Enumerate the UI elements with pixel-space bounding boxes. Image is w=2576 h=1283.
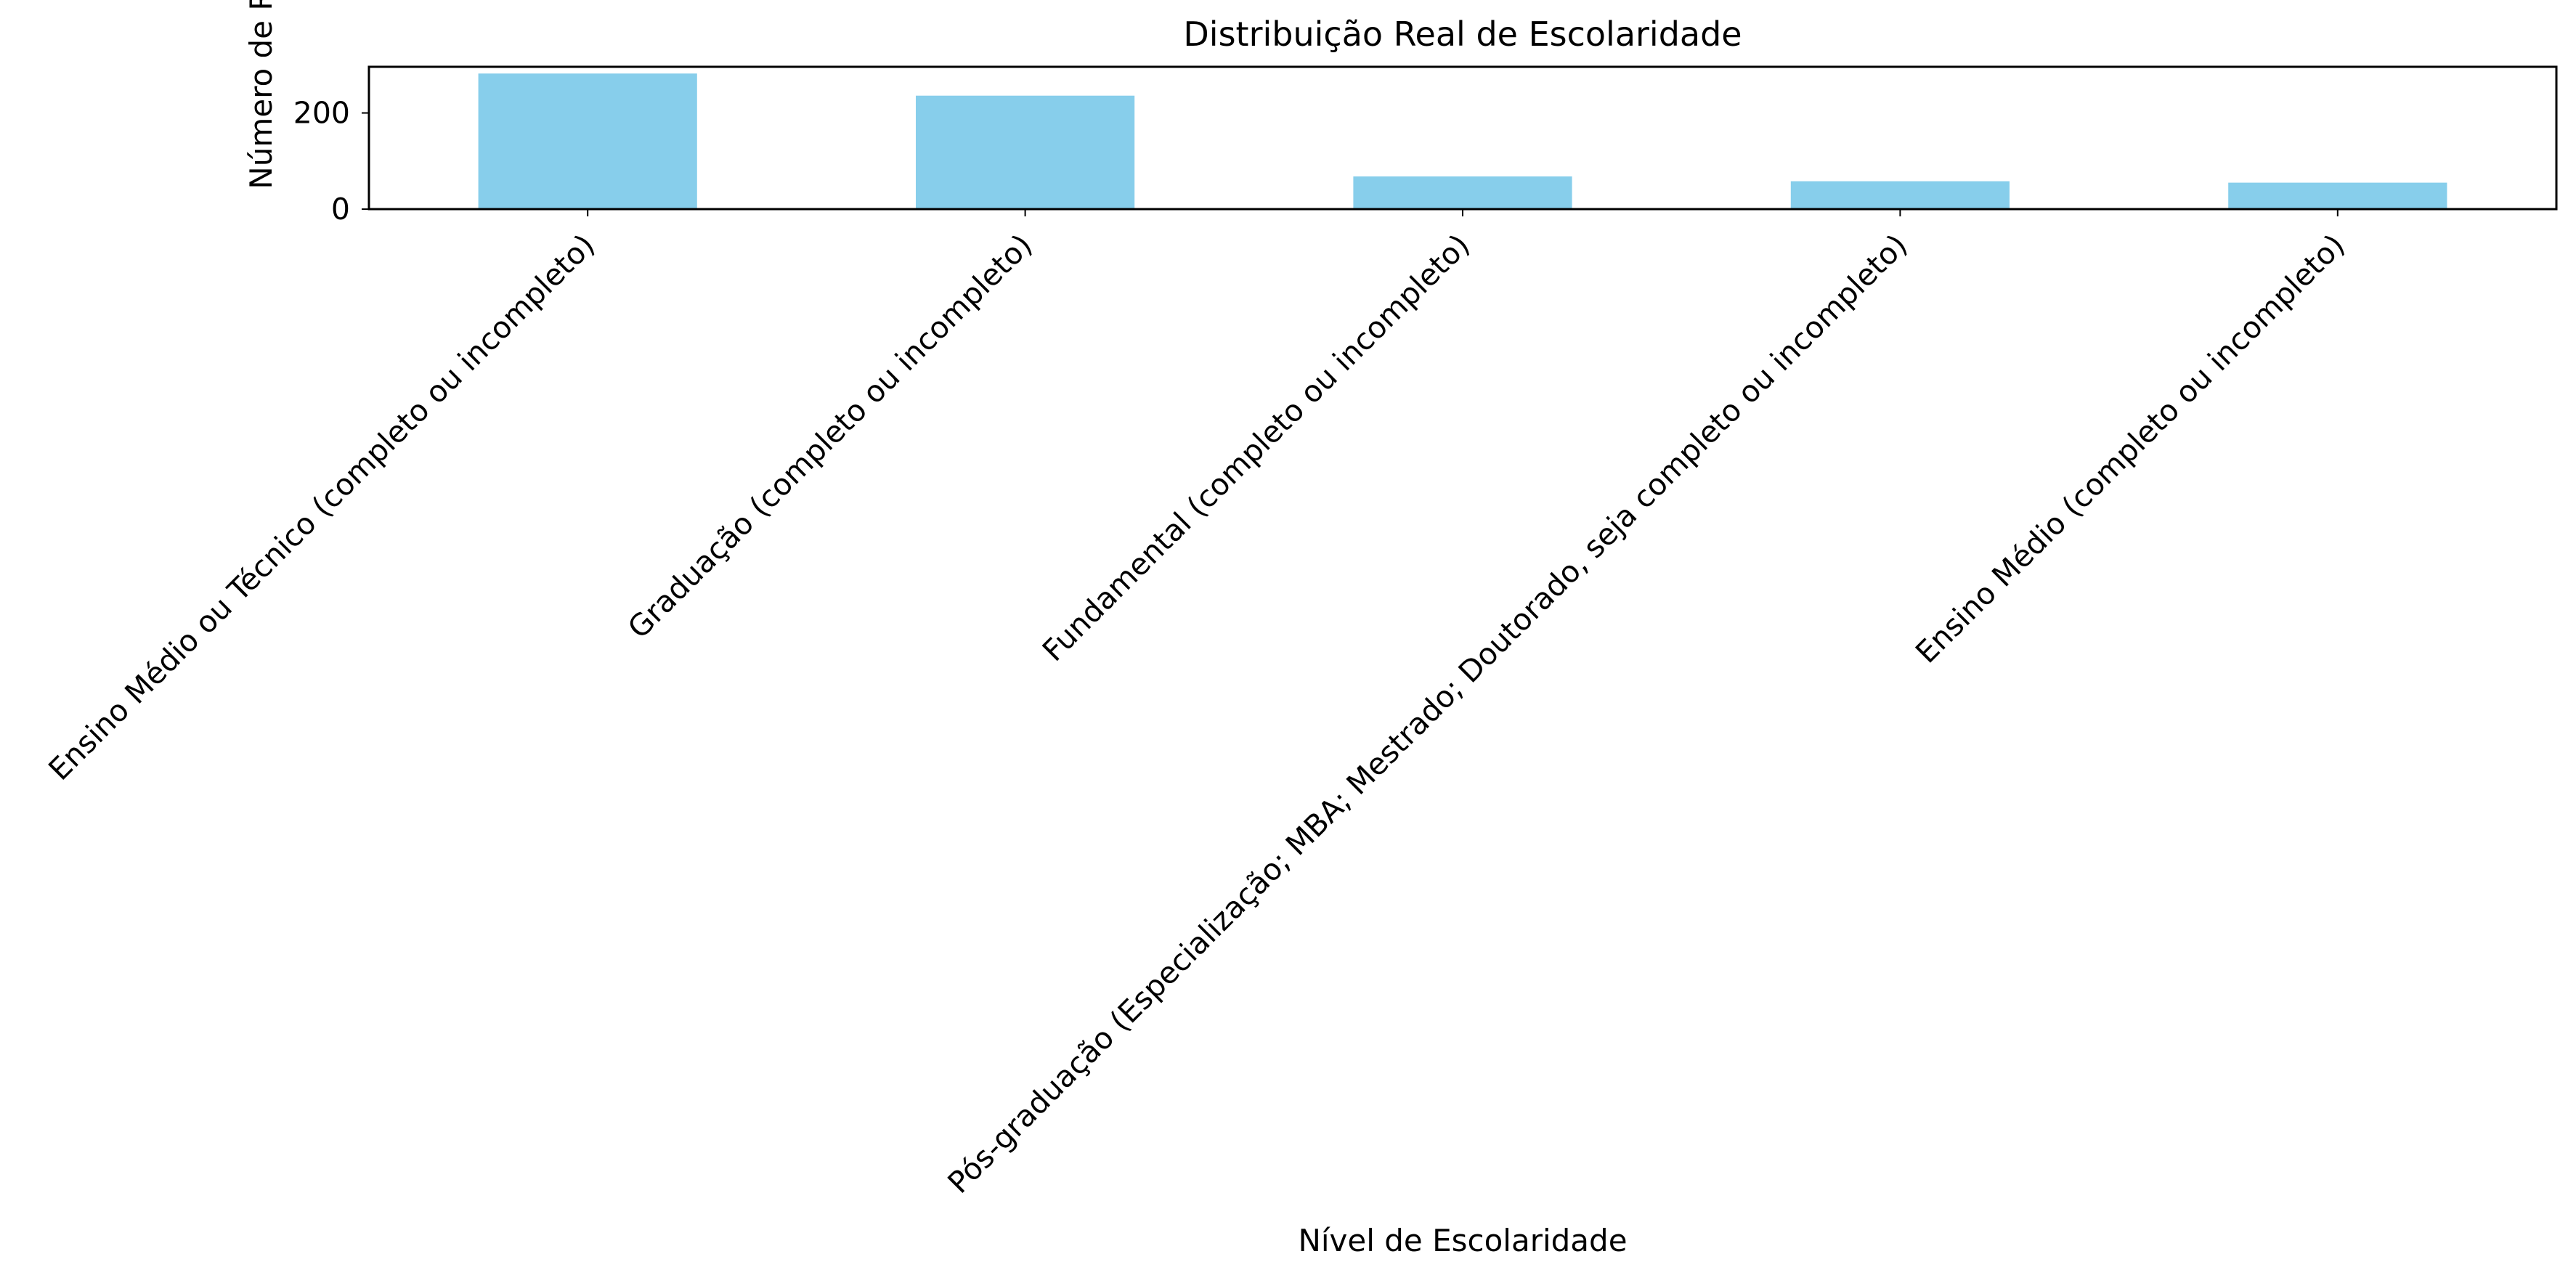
bar-1 — [478, 73, 697, 210]
bars-group — [478, 73, 2447, 210]
bar-2 — [916, 95, 1135, 209]
bar-5 — [2228, 182, 2447, 209]
x-axis-label: Nível de Escolaridade — [1298, 1223, 1627, 1258]
bar-4 — [1790, 181, 2010, 209]
y-ticks-group: 0 200 — [293, 96, 369, 227]
bar-3 — [1353, 176, 1572, 209]
chart-title: Distribuição Real de Escolaridade — [1183, 15, 1742, 54]
y-tick-label-1: 0 — [331, 192, 350, 227]
plot-frame — [367, 65, 2558, 211]
y-tick-label-2: 200 — [293, 96, 350, 131]
y-axis-label: Número de Respondentes — [243, 0, 279, 190]
